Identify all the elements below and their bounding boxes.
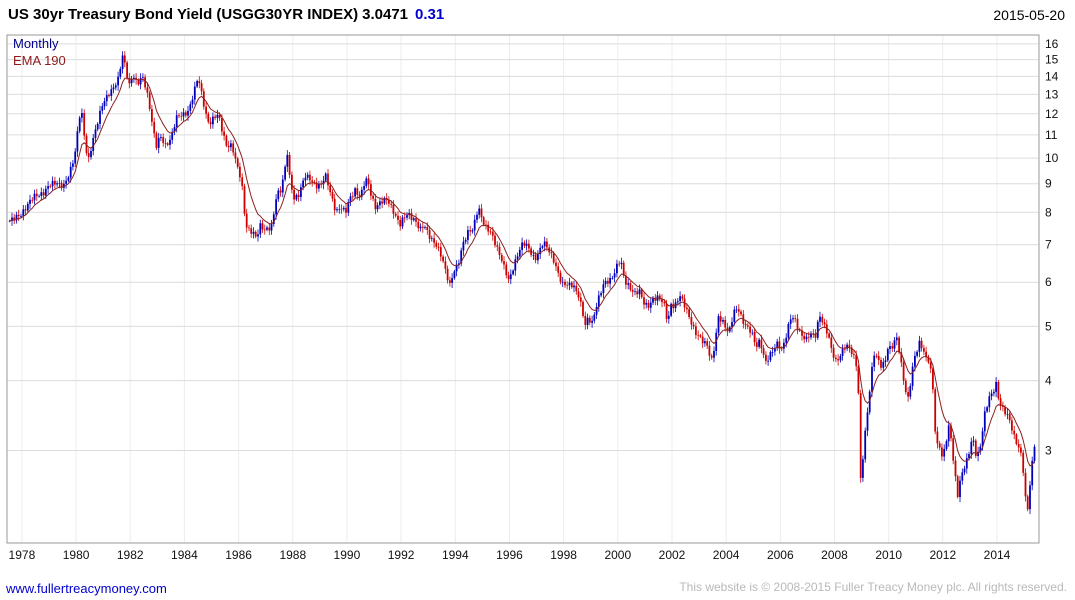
svg-text:9: 9 xyxy=(1045,177,1052,191)
svg-text:4: 4 xyxy=(1045,374,1052,388)
svg-text:2004: 2004 xyxy=(713,548,740,562)
svg-text:5: 5 xyxy=(1045,319,1052,333)
svg-text:15: 15 xyxy=(1045,53,1059,67)
copyright-text: This website is © 2008-2015 Fuller Treac… xyxy=(679,580,1067,594)
svg-text:13: 13 xyxy=(1045,87,1059,101)
svg-text:2000: 2000 xyxy=(604,548,631,562)
svg-text:1986: 1986 xyxy=(225,548,252,562)
yield-chart-svg: 1978 1980 1982 1984 1986 1988 1990 1992 1994 1996… xyxy=(6,34,1059,562)
svg-text:3: 3 xyxy=(1045,444,1052,458)
svg-text:2008: 2008 xyxy=(821,548,848,562)
svg-text:2014: 2014 xyxy=(984,548,1011,562)
svg-text:1992: 1992 xyxy=(388,548,415,562)
svg-text:1982: 1982 xyxy=(117,548,144,562)
svg-text:10: 10 xyxy=(1045,151,1059,165)
svg-text:1978: 1978 xyxy=(9,548,36,562)
svg-text:1994: 1994 xyxy=(442,548,469,562)
timeframe-label: Monthly xyxy=(13,36,59,51)
svg-text:1990: 1990 xyxy=(334,548,361,562)
svg-text:8: 8 xyxy=(1045,205,1052,219)
svg-text:7: 7 xyxy=(1045,238,1052,252)
ema-legend-label: EMA 190 xyxy=(13,53,66,68)
svg-text:1980: 1980 xyxy=(63,548,90,562)
svg-text:1998: 1998 xyxy=(550,548,577,562)
svg-text:16: 16 xyxy=(1045,37,1059,51)
svg-text:1996: 1996 xyxy=(496,548,523,562)
svg-text:2012: 2012 xyxy=(929,548,956,562)
chart-date: 2015-05-20 xyxy=(993,7,1065,23)
svg-text:2010: 2010 xyxy=(875,548,902,562)
page-title: US 30yr Treasury Bond Yield (USGG30YR IN… xyxy=(8,6,444,23)
svg-text:11: 11 xyxy=(1045,128,1058,142)
site-link[interactable]: www.fullertreacymoney.com xyxy=(6,581,167,596)
last-price: 3.0471 xyxy=(362,6,409,23)
instrument-title: US 30yr Treasury Bond Yield (USGG30YR IN… xyxy=(8,6,359,23)
price-change: 0.31 xyxy=(415,6,445,23)
svg-text:2002: 2002 xyxy=(659,548,686,562)
svg-text:14: 14 xyxy=(1045,69,1059,83)
svg-text:12: 12 xyxy=(1045,107,1059,121)
svg-text:6: 6 xyxy=(1045,275,1052,289)
svg-text:1984: 1984 xyxy=(171,548,198,562)
svg-text:2006: 2006 xyxy=(767,548,794,562)
svg-text:1988: 1988 xyxy=(279,548,306,562)
